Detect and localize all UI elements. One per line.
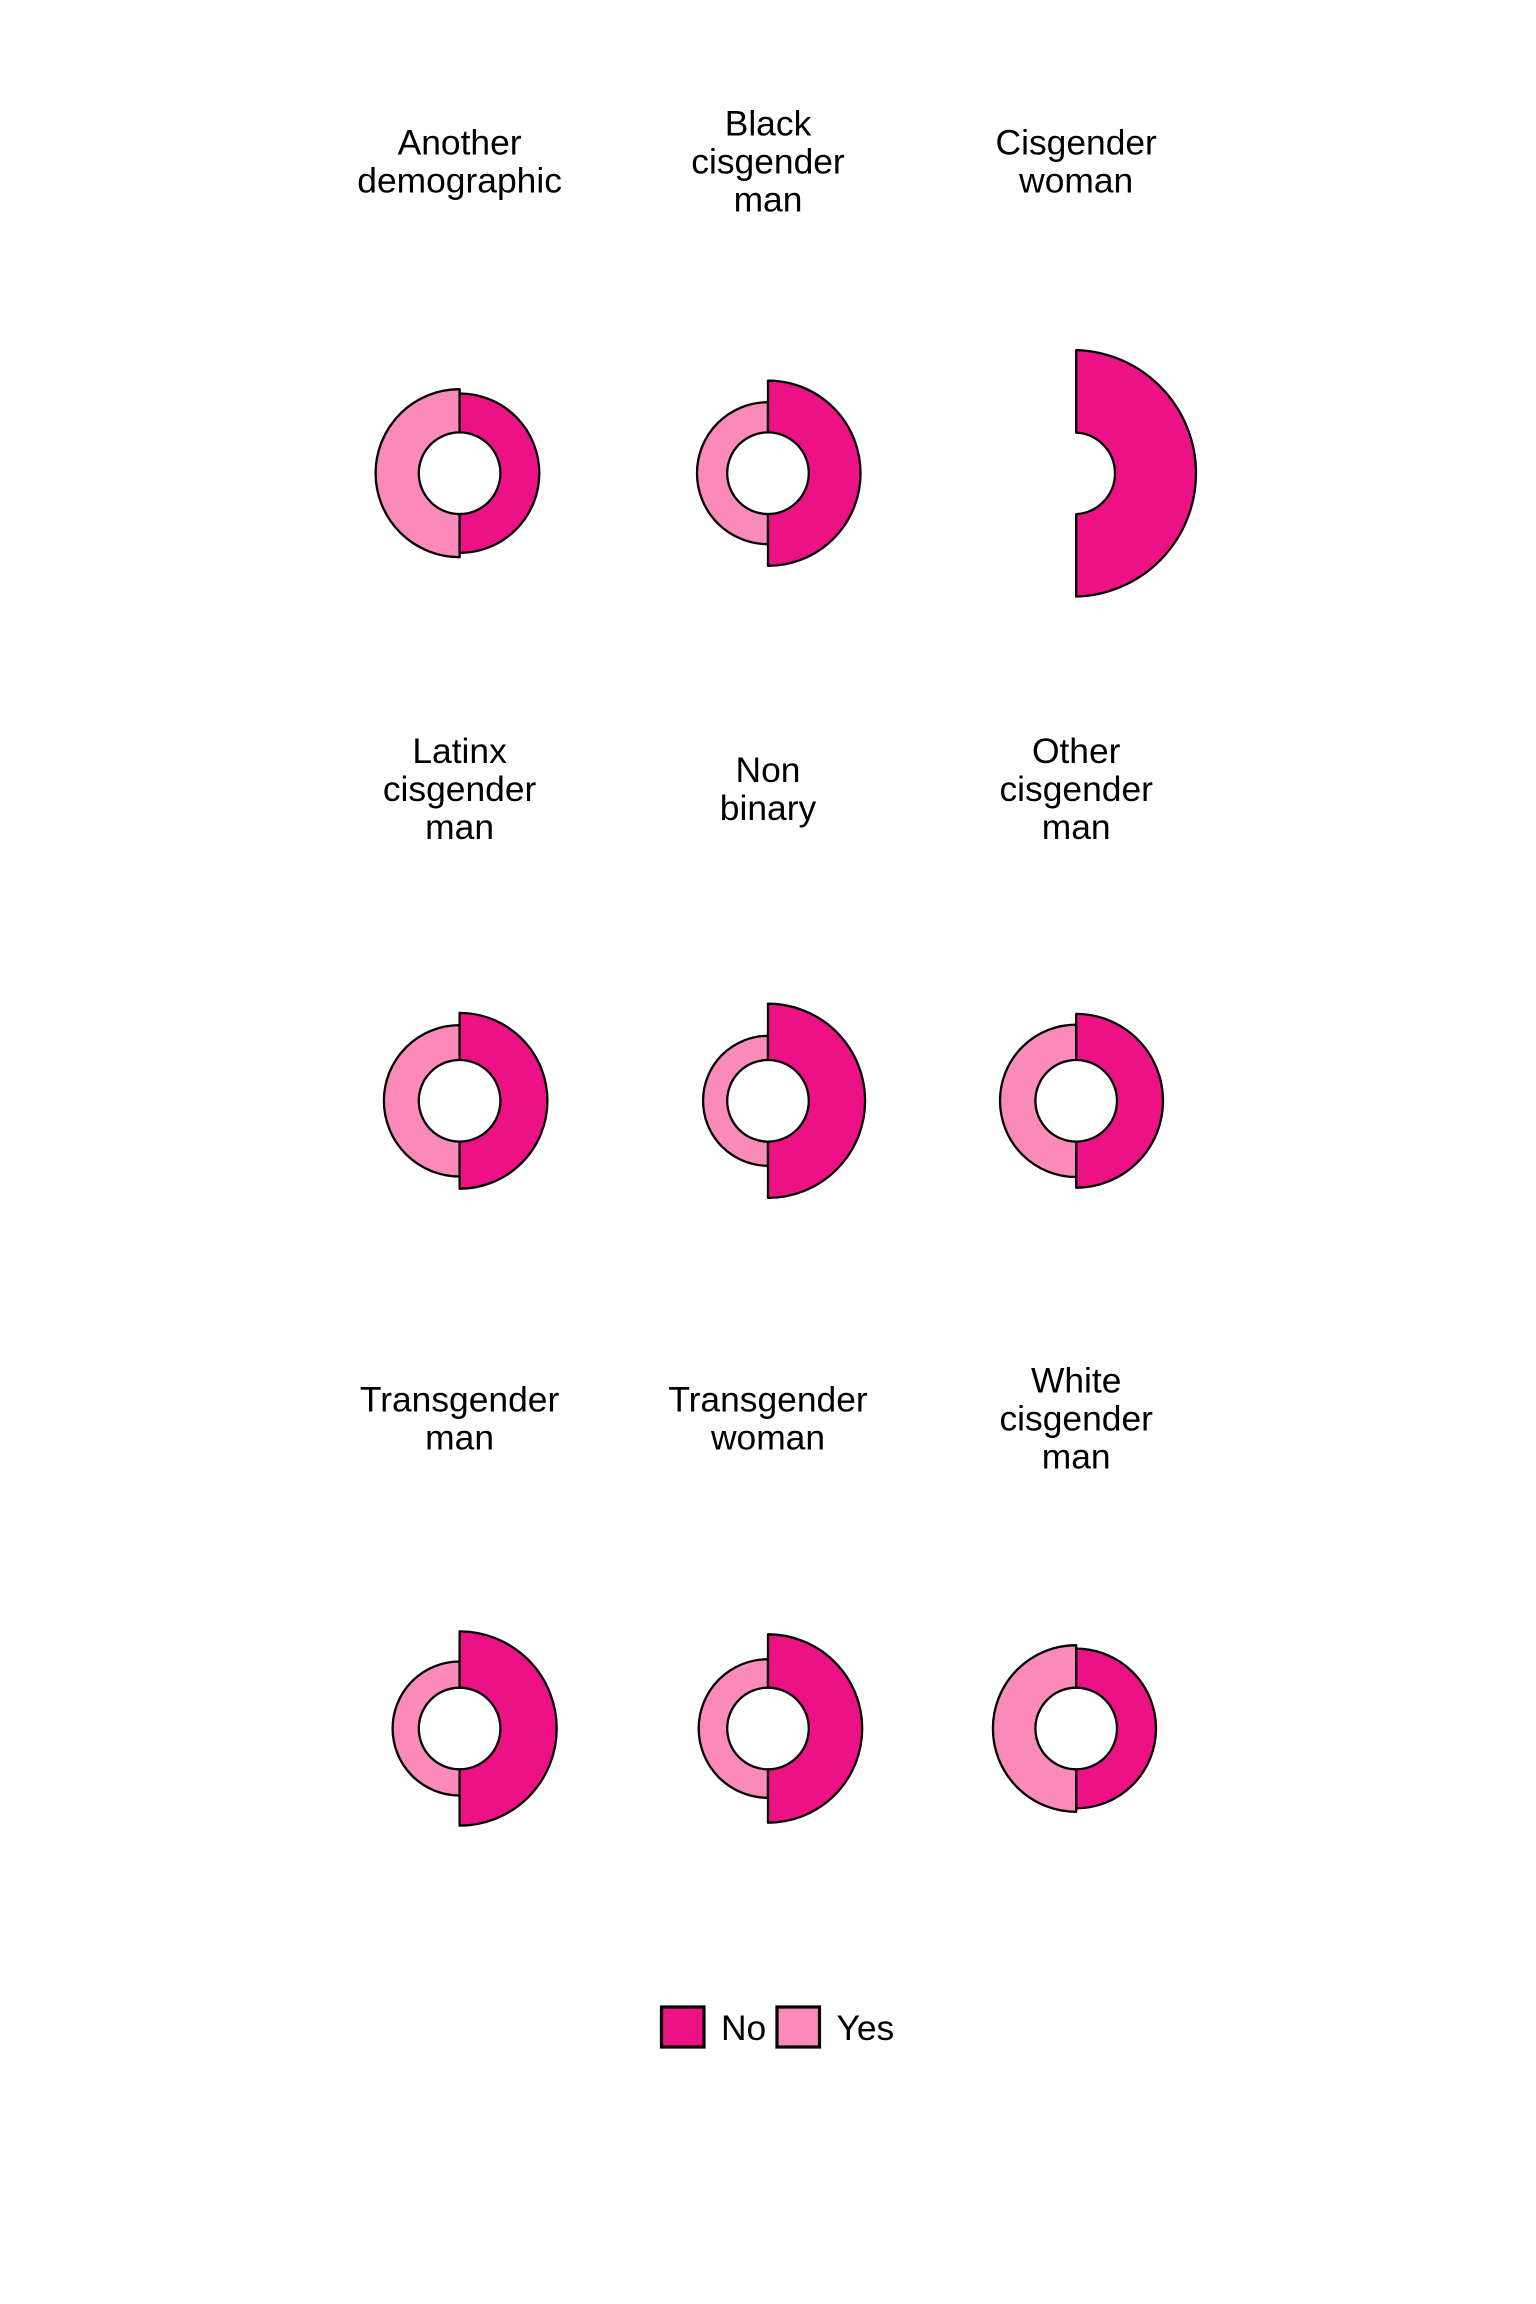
svg-text:man: man [1042, 807, 1111, 847]
svg-text:cisgender: cisgender [383, 769, 537, 809]
svg-text:cisgender: cisgender [999, 1399, 1153, 1439]
svg-text:No: No [721, 2008, 766, 2048]
svg-text:Cisgender: Cisgender [996, 123, 1158, 163]
svg-text:cisgender: cisgender [691, 142, 845, 182]
svg-text:binary: binary [720, 788, 817, 828]
svg-text:Transgender: Transgender [668, 1380, 868, 1420]
svg-text:Yes: Yes [837, 2008, 895, 2048]
svg-text:woman: woman [710, 1418, 825, 1458]
svg-text:cisgender: cisgender [999, 769, 1153, 809]
svg-text:Transgender: Transgender [360, 1380, 560, 1420]
svg-text:man: man [1042, 1437, 1111, 1477]
svg-text:Black: Black [725, 104, 812, 144]
svg-text:man: man [425, 807, 494, 847]
svg-text:woman: woman [1018, 161, 1133, 201]
svg-text:Another: Another [398, 123, 522, 163]
svg-text:White: White [1031, 1361, 1121, 1401]
svg-text:Non: Non [736, 750, 801, 790]
svg-text:Latinx: Latinx [412, 731, 507, 771]
svg-text:Other: Other [1032, 731, 1121, 771]
svg-text:man: man [734, 180, 803, 220]
svg-text:man: man [425, 1418, 494, 1458]
svg-text:demographic: demographic [357, 161, 562, 201]
